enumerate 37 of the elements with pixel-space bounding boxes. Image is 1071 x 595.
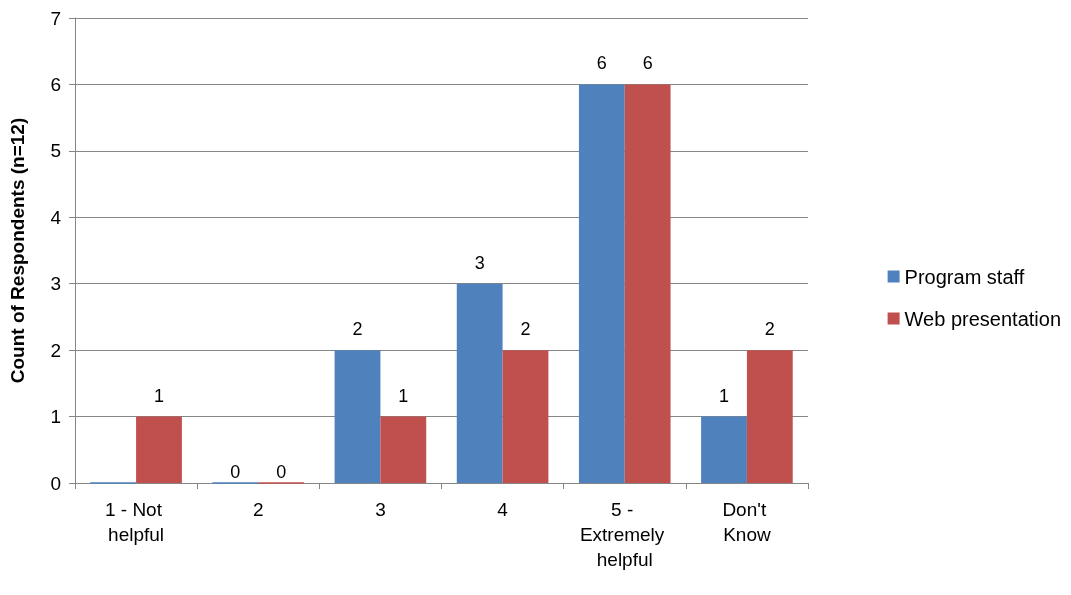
bar — [624, 84, 671, 483]
legend-label: Web presentation — [904, 307, 1062, 330]
legend-label: Program staff — [904, 265, 1025, 288]
bar — [380, 416, 427, 483]
data-label: 3 — [474, 252, 485, 273]
data-label: 1 — [153, 385, 164, 406]
data-label: 6 — [596, 53, 607, 74]
x-tick-label: 3 — [375, 499, 386, 520]
x-tick-label: 2 — [252, 499, 264, 520]
bar — [746, 350, 793, 483]
bar — [136, 416, 182, 483]
data-label: 1 — [719, 385, 730, 406]
bar — [578, 84, 625, 483]
x-tick-label: 1 - Not helpful — [104, 499, 168, 545]
bar — [701, 416, 747, 483]
x-tick-label: Don't Know — [722, 499, 772, 545]
y-tick-label: 3 — [50, 273, 61, 295]
y-tick-label: 2 — [50, 339, 61, 361]
data-label: 2 — [352, 319, 363, 340]
x-tick-label: 4 — [497, 499, 509, 520]
data-label: 2 — [520, 319, 531, 340]
bar — [334, 350, 381, 483]
bar — [456, 283, 503, 483]
data-label: 1 — [398, 385, 409, 406]
y-tick-label: 7 — [50, 7, 61, 29]
y-tick-label: 6 — [50, 73, 61, 95]
y-axis-title: Count of Respondents (n=12) — [7, 117, 28, 384]
x-tick-label: 5 - Extremely helpful — [579, 499, 670, 570]
y-tick-label: 5 — [50, 140, 61, 162]
data-label: 2 — [764, 319, 775, 340]
data-label: 0 — [276, 461, 287, 482]
data-label: 0 — [230, 461, 241, 482]
bar — [502, 350, 549, 483]
y-tick-label: 4 — [50, 206, 62, 228]
y-tick-label: 0 — [50, 472, 61, 494]
data-label: 6 — [642, 53, 653, 74]
y-tick-label: 1 — [50, 406, 61, 428]
